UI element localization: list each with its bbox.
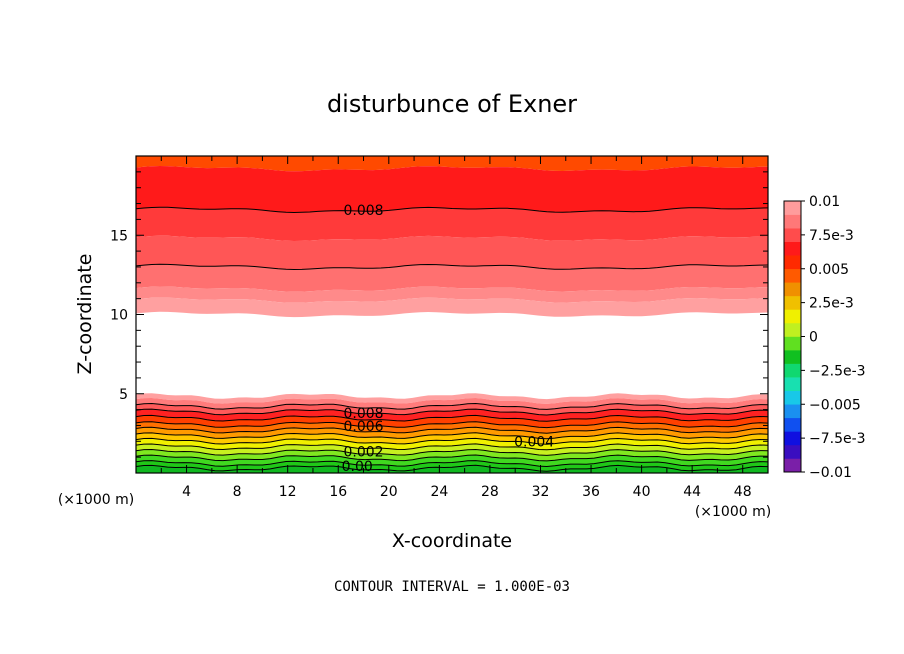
contour-band-upper xyxy=(136,156,768,172)
contour-line xyxy=(135,443,769,451)
contour-label: 0.00 xyxy=(342,459,373,475)
colorbar-swatch xyxy=(784,214,801,229)
contour-line xyxy=(135,263,769,271)
colorbar-label: 2.5e-3 xyxy=(809,296,854,312)
colorbar-swatch xyxy=(784,255,801,270)
colorbar-swatch xyxy=(784,417,801,432)
colorbar-swatch xyxy=(784,241,801,256)
colorbar-swatch xyxy=(784,322,801,337)
contour-band-lower xyxy=(136,443,768,456)
x-tick-label: 4 xyxy=(182,484,191,500)
x-tick-label: 16 xyxy=(329,484,347,500)
contour-label: 0.008 xyxy=(343,203,383,219)
y-tick-label: 15 xyxy=(110,228,128,244)
contour-band-lower xyxy=(136,403,768,415)
contour-band-upper xyxy=(136,286,768,303)
colorbar-label: 0.01 xyxy=(809,194,840,210)
contour-line xyxy=(135,206,769,214)
contour-line xyxy=(135,421,769,429)
contour-line xyxy=(135,448,769,456)
colorbar-swatch xyxy=(784,431,801,446)
colorbar-label: −2.5e-3 xyxy=(809,363,866,379)
colorbar-swatch xyxy=(784,444,801,459)
contour-band-lower xyxy=(136,427,768,439)
x-axis-label: X-coordinate xyxy=(392,530,512,552)
x-tick-label: 28 xyxy=(481,484,499,500)
contour-label: 0.004 xyxy=(514,434,554,450)
contour-band-lower xyxy=(136,460,768,472)
contour-band-lower xyxy=(136,393,768,404)
colorbar-label: −7.5e-3 xyxy=(809,431,866,447)
contour-band-lower xyxy=(136,421,768,434)
contour-line xyxy=(135,437,769,445)
colorbar-swatch xyxy=(784,363,801,378)
contour-band-lower xyxy=(136,432,768,445)
contour-band-upper xyxy=(136,166,768,213)
contour-band-upper xyxy=(136,235,768,270)
y-axis-ticks: 5 10 15 xyxy=(110,155,768,474)
contour-line xyxy=(135,460,769,468)
contour-band-upper xyxy=(136,297,768,318)
contour-band-upper xyxy=(136,207,768,241)
contour-band-lower xyxy=(136,409,768,422)
contour-band-lower xyxy=(136,415,768,428)
colorbar-swatch xyxy=(784,377,801,391)
colorbar-swatch xyxy=(784,268,801,283)
x-tick-label: 20 xyxy=(380,484,398,500)
colorbar-swatch xyxy=(784,458,801,473)
contour-label: 0.002 xyxy=(343,445,383,461)
y-axis-label: Z-coordinate xyxy=(74,254,96,375)
contour-line xyxy=(135,432,769,440)
colorbar-label: 0 xyxy=(809,330,818,346)
contour-line xyxy=(135,402,769,410)
colorbar-swatch xyxy=(784,282,801,297)
x-unit-right: (×1000 m) xyxy=(695,504,771,520)
x-tick-label: 32 xyxy=(532,484,550,500)
contour-interval-note: CONTOUR INTERVAL = 1.000E-03 xyxy=(334,579,570,595)
x-tick-label: 36 xyxy=(582,484,600,500)
x-tick-label: 44 xyxy=(683,484,701,500)
colorbar-swatch xyxy=(784,404,801,419)
y-tick-label: 5 xyxy=(119,387,128,403)
contour-line xyxy=(135,408,769,416)
colorbar-label: 0.005 xyxy=(809,262,849,278)
contour-line xyxy=(135,454,769,462)
x-tick-label: 8 xyxy=(233,484,242,500)
colorbar-swatch xyxy=(784,309,801,324)
x-unit-left: (×1000 m) xyxy=(58,492,134,508)
contour-band-lower xyxy=(136,438,768,450)
contour-line xyxy=(135,414,769,422)
contour-label: 0.006 xyxy=(343,419,383,435)
x-tick-label: 40 xyxy=(633,484,651,500)
contour-band-lower xyxy=(136,455,768,467)
colorbar-label: −0.005 xyxy=(809,397,861,413)
y-tick-label: 10 xyxy=(110,308,128,324)
contour-band-lower xyxy=(136,465,768,473)
colorbar-swatch xyxy=(784,295,801,310)
colorbar-swatch xyxy=(784,201,801,215)
colorbar-label: −0.01 xyxy=(809,465,852,481)
contour-line xyxy=(135,464,769,472)
colorbar-swatch xyxy=(784,336,801,351)
x-tick-label: 12 xyxy=(279,484,297,500)
x-axis-ticks: 4 8 12 16 20 24 28 32 36 40 44 48 xyxy=(135,156,769,500)
colorbar-swatch xyxy=(784,350,801,364)
colorbar-swatch xyxy=(784,228,801,242)
colorbar-label: 7.5e-3 xyxy=(809,228,854,244)
chart-title: disturbunce of Exner xyxy=(327,90,577,118)
contour-band-lower xyxy=(136,398,768,410)
colorbar: 0.01 7.5e-3 0.005 2.5e-3 0 −2.5e-3 −0.005 −7.5e… xyxy=(783,194,866,481)
contour-band-lower xyxy=(136,449,768,461)
contour-label: 0.008 xyxy=(343,406,383,422)
x-tick-label: 24 xyxy=(430,484,448,500)
contour-line xyxy=(135,426,769,434)
x-tick-label: 48 xyxy=(734,484,752,500)
contour-band-upper xyxy=(136,264,768,292)
colorbar-swatch xyxy=(784,390,801,405)
